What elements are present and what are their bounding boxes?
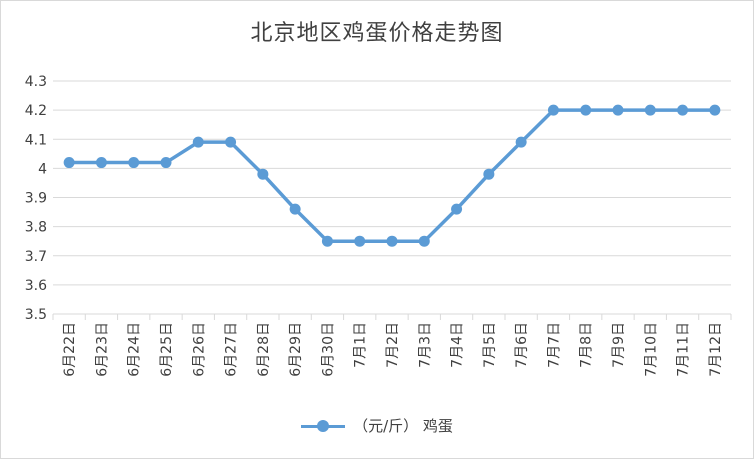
x-tick-label: 6月23日 [94,322,110,377]
series-line [69,108,715,243]
x-tick-label: 7月2日 [385,322,401,368]
x-tick-label: 6月26日 [191,322,207,377]
data-point [63,157,75,169]
x-tick-label: 7月4日 [450,322,466,368]
y-tick-label: 4.1 [25,132,47,148]
legend-line-marker-icon [301,419,346,432]
x-tick-label: 7月9日 [611,322,627,368]
x-tick-label: 7月11日 [676,322,692,377]
y-tick-label: 3.8 [25,220,47,236]
y-tick-label: 4.3 [25,74,47,90]
x-tick-label: 6月22日 [62,322,78,377]
x-tick-label: 7月7日 [546,322,562,368]
x-tick-label: 7月5日 [482,322,498,368]
data-point [515,136,527,148]
data-point [192,136,204,148]
x-tick-label: 6月25日 [159,322,175,377]
data-point [321,235,333,247]
x-tick-label: 7月8日 [579,322,595,368]
data-point [483,168,495,180]
y-tick-label: 3.5 [25,307,47,323]
y-tick-label: 4.2 [25,103,47,119]
x-tick-label: 6月30日 [320,322,336,377]
legend-label: （元/斤） 鸡蛋 [353,417,453,435]
data-point [386,235,398,247]
data-point [547,104,559,116]
data-point [160,157,172,169]
x-tick-label: 7月12日 [708,322,724,377]
data-point [128,157,140,169]
y-tick-label: 4 [38,161,47,177]
x-tick-label: 7月3日 [417,322,433,368]
data-point [451,203,463,215]
data-point [257,168,269,180]
x-tick-label: 6月28日 [256,322,272,377]
y-tick-label: 3.6 [25,278,47,294]
x-tick-label: 7月1日 [353,322,369,368]
x-tick-label: 7月10日 [643,322,659,377]
y-tick-label: 3.7 [25,249,47,265]
legend: （元/斤） 鸡蛋 [1,415,753,436]
data-point [418,235,430,247]
y-tick-label: 3.9 [25,191,47,207]
data-point [709,104,721,116]
data-point [225,136,237,148]
x-tick-label: 6月27日 [224,322,240,377]
data-point [580,104,592,116]
data-point [644,104,656,116]
data-point [354,235,366,247]
x-tick-label: 6月29日 [288,322,304,377]
data-point [677,104,689,116]
data-point [95,157,107,169]
data-point [289,203,301,215]
chart-title: 北京地区鸡蛋价格走势图 [250,21,504,46]
x-tick-label: 7月6日 [514,322,530,368]
x-tick-label: 6月24日 [127,322,143,377]
data-point [612,104,624,116]
